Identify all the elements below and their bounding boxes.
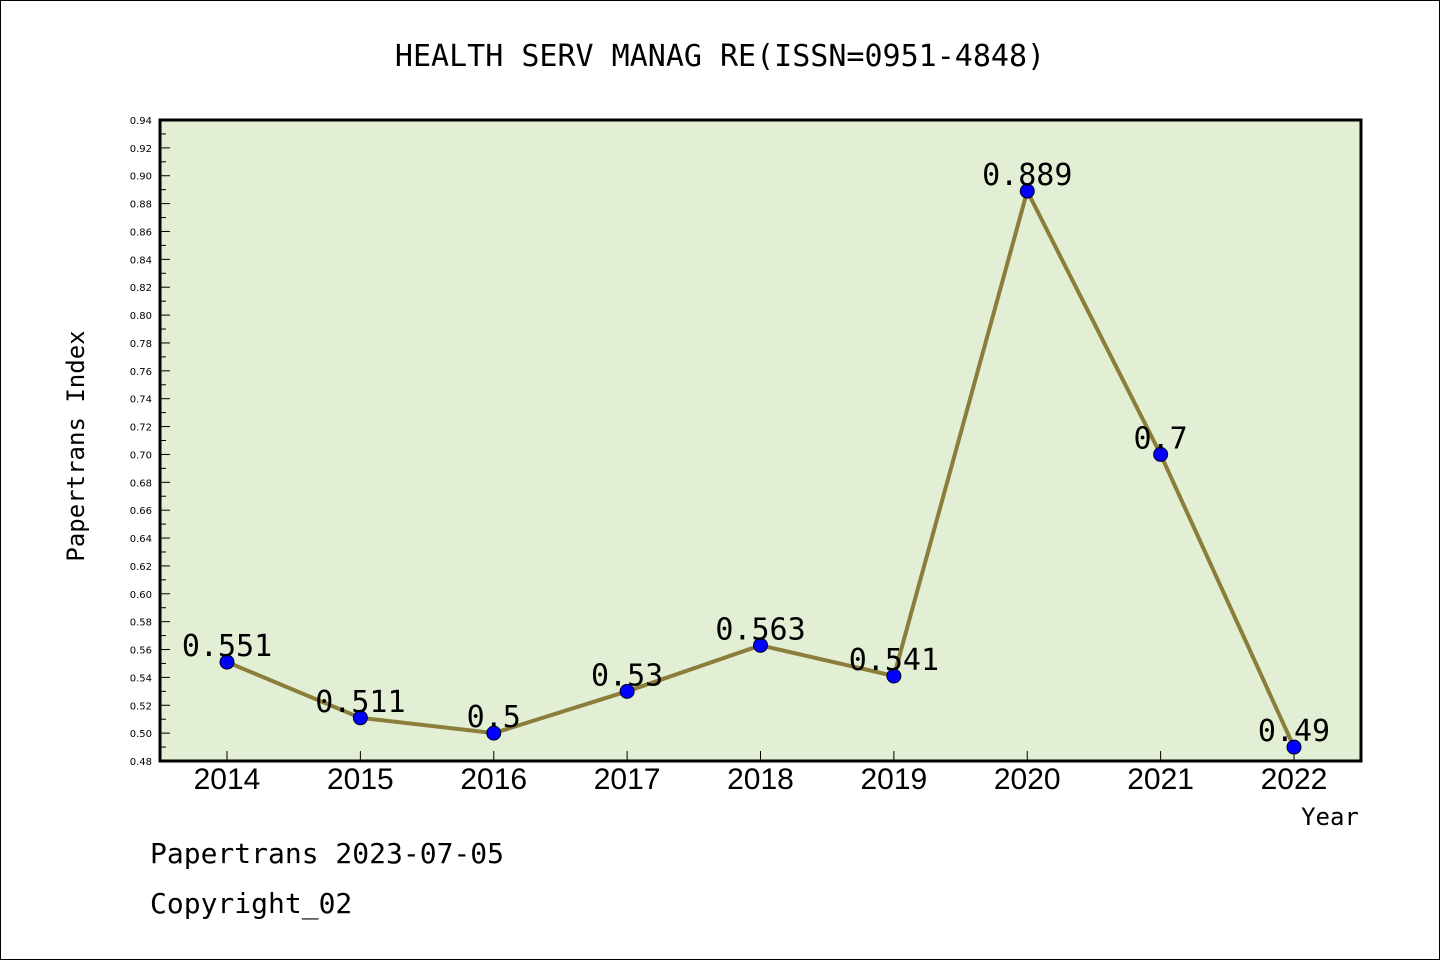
y-tick-label: 0.48 [130, 757, 152, 768]
y-tick-label: 0.56 [130, 646, 152, 657]
data-label: 0.889 [982, 158, 1072, 193]
y-tick-label: 0.92 [130, 144, 152, 155]
data-point [1286, 739, 1302, 755]
data-point [1153, 446, 1169, 462]
y-tick-label: 0.80 [130, 311, 152, 322]
y-axis-title: Papertrans Index [62, 330, 90, 561]
y-tick-label: 0.88 [130, 200, 152, 211]
x-tick-label: 2016 [460, 763, 527, 796]
data-point [1019, 183, 1035, 199]
footer-date: Papertrans 2023-07-05 [150, 837, 504, 870]
chart-title: HEALTH SERV MANAG RE(ISSN=0951-4848) [395, 39, 1045, 74]
y-axis: 0.48 0.50 0.52 0.54 0.56 0.58 0.60 0.62 0.64 0.66… [130, 116, 170, 768]
data-label: 0.551 [182, 629, 272, 664]
data-label: 0.541 [849, 643, 939, 678]
x-tick-label: 2014 [194, 763, 261, 796]
series-layer [219, 183, 1302, 755]
x-tick-label: 2022 [1261, 763, 1328, 796]
y-tick-label: 0.52 [130, 701, 152, 712]
data-label: 0.5 [467, 700, 521, 735]
y-tick-label: 0.84 [130, 255, 152, 266]
data-point [619, 683, 635, 699]
footer-copyright: Copyright_02 [150, 887, 352, 921]
data-label: 0.7 [1134, 421, 1188, 456]
x-tick-label: 2019 [861, 763, 928, 796]
data-point [486, 725, 502, 741]
data-label: 0.511 [315, 685, 405, 720]
data-label: 0.563 [715, 612, 805, 647]
y-tick-label: 0.66 [130, 506, 152, 517]
data-point [219, 654, 235, 670]
data-label: 0.53 [591, 658, 663, 693]
y-tick-label: 0.90 [130, 172, 152, 183]
x-tick-label: 2018 [727, 763, 794, 796]
y-tick-label: 0.74 [130, 395, 152, 406]
plot-area [158, 118, 1363, 763]
y-tick-label: 0.82 [130, 283, 152, 294]
y-tick-label: 0.94 [130, 116, 152, 127]
y-tick-label: 0.86 [130, 227, 152, 238]
data-point [886, 668, 902, 684]
y-tick-label: 0.76 [130, 367, 152, 378]
data-point [352, 710, 368, 726]
y-tick-label: 0.62 [130, 562, 152, 573]
y-tick-label: 0.60 [130, 590, 152, 601]
y-tick-label: 0.78 [130, 339, 152, 350]
x-tick-label: 2021 [1127, 763, 1194, 796]
data-labels: 0.551 0.511 0.5 0.53 0.563 0.541 0.889 0.7 0.49 [182, 158, 1330, 749]
x-axis-title: Year [1301, 803, 1359, 831]
y-tick-label: 0.64 [130, 534, 152, 545]
x-tick-label: 2015 [327, 763, 394, 796]
data-label: 0.49 [1258, 714, 1330, 749]
data-point [753, 637, 768, 653]
y-tick-label: 0.68 [130, 478, 152, 489]
x-axis: 2014 2015 2016 2017 2018 2019 2020 2021 2022 [194, 751, 1328, 796]
y-tick-label: 0.58 [130, 618, 152, 629]
y-tick-label: 0.72 [130, 423, 152, 434]
x-tick-label: 2020 [994, 763, 1061, 796]
y-tick-label: 0.50 [130, 729, 152, 740]
x-tick-label: 2017 [594, 763, 661, 796]
y-tick-label: 0.54 [130, 673, 152, 684]
y-tick-label: 0.70 [130, 450, 152, 461]
